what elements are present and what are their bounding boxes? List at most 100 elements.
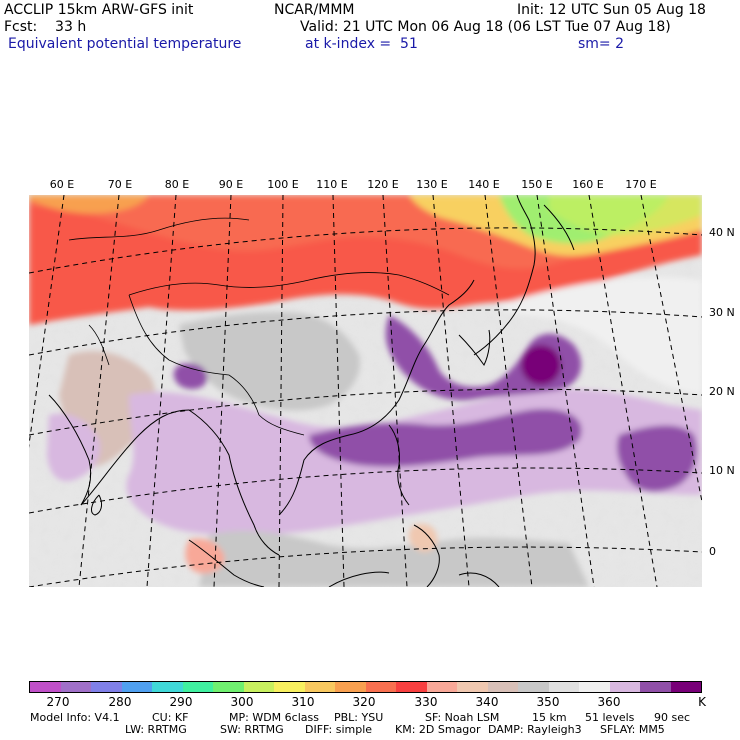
colorbar-cell [518,682,549,692]
meridian-line [146,195,177,587]
warm-spot-borneo [408,523,438,552]
meridian-line [484,195,533,587]
coastline-newguinea [458,572,500,587]
footer-model-info: Model Info: V4.1 [30,711,120,724]
typhoon-core [521,345,561,385]
forecast-hour: Fcst: 33 h [4,19,87,35]
footer-levels: 51 levels [585,711,635,724]
lat-label: 0 [709,545,716,558]
colorbar-cell [30,682,61,692]
footer-cu: CU: KF [152,711,189,724]
colorbar-unit: K [698,695,706,709]
colorbar-tick-label: 350 [536,695,560,709]
coastline-philippines [388,424,410,506]
colorbar-cell [487,682,518,692]
coastline-sumatra [188,539,265,587]
footer-lw: LW: RRTMG [125,723,187,736]
colorbar-cell [365,682,396,692]
coastline-japan [473,195,536,356]
coastline-borneo [413,524,440,587]
lat-label: 10 N [709,464,735,477]
field-name: Equivalent potential temperature [8,36,242,52]
parallel-line [29,309,702,356]
lon-label: 90 E [218,178,244,191]
moist-core-east [617,425,697,492]
colorbar-cell [152,682,183,692]
lon-label: 70 E [107,178,133,191]
level-index: at k-index = 51 [305,36,418,52]
coastlines [48,195,575,587]
footer-sflay: SFLAY: MM5 [600,723,665,736]
lat-label: 20 N [709,385,735,398]
meridian-line [278,195,284,587]
colorbar-cell [274,682,305,692]
colorbar-tick-label: 300 [230,695,254,709]
colorbar-tick-label: 290 [169,695,193,709]
border-kazakh-russia [68,217,250,241]
map-canvas [29,195,702,587]
footer-km: KM: 2D Smagor [395,723,481,736]
coastline-china-south [278,344,425,516]
yellow-green-patch [549,195,702,236]
moist-core-south [309,409,582,467]
colorbar-cell [60,682,91,692]
footer-damp: DAMP: Rayleigh3 [488,723,582,736]
coastline-srilanka [91,494,103,516]
coastline-korea [458,329,491,366]
lon-label: 120 E [367,178,399,191]
meridian-line [432,195,470,587]
colorbar-cell [609,682,640,692]
lon-label: 160 E [572,178,604,191]
colorbar-cell [579,682,610,692]
meridian-line [78,195,120,587]
coastline-indochina [188,409,280,556]
border-myanmar [228,374,305,436]
pacific-clear [499,276,702,395]
theta-e-map [29,195,702,587]
colorbar-cell [426,682,457,692]
colorbar [29,681,702,693]
footer-diff: DIFF: simple [305,723,373,736]
footer-sf: SF: Noah LSM [425,711,500,724]
colorbar-tick-label: 320 [352,695,376,709]
colorbar-cell [243,682,274,692]
footer-mp: MP: WDM 6class [229,711,319,724]
border-himalaya [128,294,230,376]
colorbar-cell [396,682,427,692]
colorbar-cell [304,682,335,692]
country-borders [68,217,450,436]
meridian-line [332,195,345,587]
lon-label: 80 E [164,178,190,191]
title-model: ACCLIP 15km ARW-GFS init [4,2,194,18]
lon-label: 150 E [521,178,553,191]
colorbar-cell [670,682,701,692]
lon-label: 100 E [267,178,299,191]
colorbar-cell [213,682,244,692]
colorbar-tick-label: 360 [597,695,621,709]
colorbar-cell [91,682,122,692]
parallel-line [29,467,702,514]
lon-label: 60 E [49,178,75,191]
graticule [29,195,702,587]
init-time: Init: 12 UTC Sun 05 Aug 18 [517,2,706,18]
colorbar-cell [640,682,671,692]
footer-pbl: PBL: YSU [334,711,384,724]
lon-label: 140 E [468,178,500,191]
coastline-china-east [423,279,475,346]
colorbar-cell [335,682,366,692]
footer-resolution: 15 km [532,711,567,724]
colorbar-cell [121,682,152,692]
parallel-line [29,388,702,436]
footer-sw: SW: RRTMG [220,723,284,736]
plateau-field [179,312,360,411]
lat-label: 40 N [709,226,735,239]
colorbar-tick-label: 340 [475,695,499,709]
border-pakistan [88,324,110,366]
coastline-india-east [80,409,190,506]
meridian-line [536,195,595,587]
parallel-line [29,546,702,587]
colorbar-cell [548,682,579,692]
colorbar-tick-label: 280 [108,695,132,709]
coastline-sakhalin [543,204,575,251]
lon-label: 170 E [625,178,657,191]
